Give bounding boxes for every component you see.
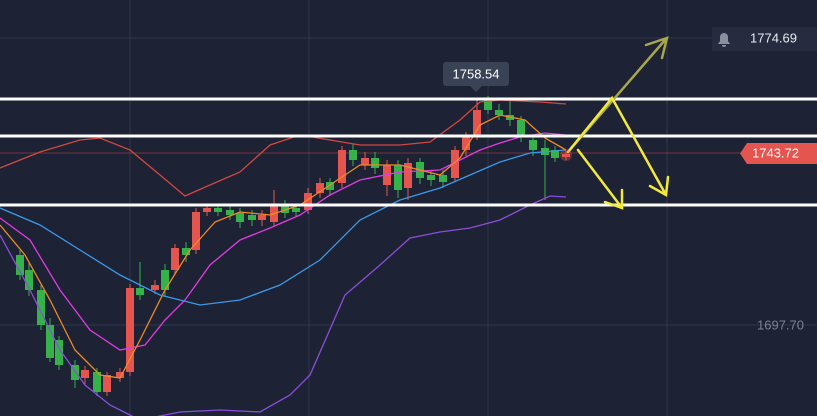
candle-body — [71, 365, 79, 380]
candle-body — [404, 163, 412, 188]
candle-body — [136, 288, 144, 295]
double-arrow — [566, 95, 670, 198]
alert-price: 1774.69 — [750, 30, 797, 45]
arrows — [566, 36, 670, 210]
candle-body — [203, 208, 211, 212]
candle-body — [484, 100, 492, 110]
candle-body — [371, 158, 379, 168]
candle-body — [292, 208, 300, 212]
candle-body — [338, 150, 346, 183]
bell-icon[interactable] — [718, 33, 730, 47]
alert-label: 1774.69 — [712, 27, 817, 51]
candle-body — [439, 175, 447, 182]
candle-body — [361, 158, 369, 165]
down-arrow — [576, 148, 624, 210]
candle-body — [171, 248, 179, 270]
candle-body — [326, 182, 334, 190]
candle-body — [562, 154, 570, 157]
candle-body — [161, 270, 169, 290]
candle-body — [451, 150, 459, 178]
candle-body — [236, 213, 244, 222]
tooltip-price: 1758.54 — [453, 66, 500, 81]
candle-body — [473, 110, 481, 135]
candle-body — [16, 255, 24, 275]
candle-body — [517, 120, 525, 137]
candle-body — [495, 110, 503, 115]
moving-averages — [0, 99, 567, 416]
candle-body — [258, 215, 266, 220]
tooltip: 1758.54 — [443, 62, 509, 92]
current-price: 1743.72 — [752, 145, 799, 160]
current-dot-glow — [560, 149, 572, 161]
candle-body — [116, 372, 124, 378]
alert-box — [712, 27, 817, 51]
candle-body — [81, 370, 89, 378]
candle-body — [551, 150, 559, 158]
candle-body — [427, 175, 435, 180]
tooltip-box — [443, 62, 509, 86]
candle-body — [304, 193, 312, 210]
candle-body — [37, 290, 45, 325]
level-lines — [0, 97, 817, 207]
candle-body — [46, 325, 54, 358]
candle-body — [182, 248, 190, 255]
candle-body — [103, 375, 111, 392]
candle-body — [462, 137, 470, 150]
ma-magenta — [0, 132, 567, 351]
candle-body — [248, 215, 256, 220]
candle-body — [394, 165, 402, 190]
candle-body — [126, 288, 134, 372]
candle-body — [93, 372, 101, 392]
candle-body — [281, 205, 289, 213]
ma-blue — [0, 149, 567, 306]
candle-body — [226, 210, 234, 215]
candle-body — [529, 140, 537, 150]
candle-body — [192, 212, 200, 250]
ma-orange — [0, 114, 567, 379]
current-price-tag: 1743.72 — [560, 143, 817, 164]
candle-body — [151, 285, 159, 290]
current-price-box — [740, 143, 817, 164]
candle-body — [25, 270, 33, 290]
upper-band — [0, 99, 567, 197]
candle-body — [349, 150, 357, 160]
candle-body — [214, 208, 222, 212]
lower-band — [0, 195, 567, 416]
candle-body — [316, 183, 324, 193]
grid-price: 1697.70 — [757, 317, 804, 332]
candle-body — [55, 340, 63, 365]
tooltip-pointer — [470, 86, 482, 92]
